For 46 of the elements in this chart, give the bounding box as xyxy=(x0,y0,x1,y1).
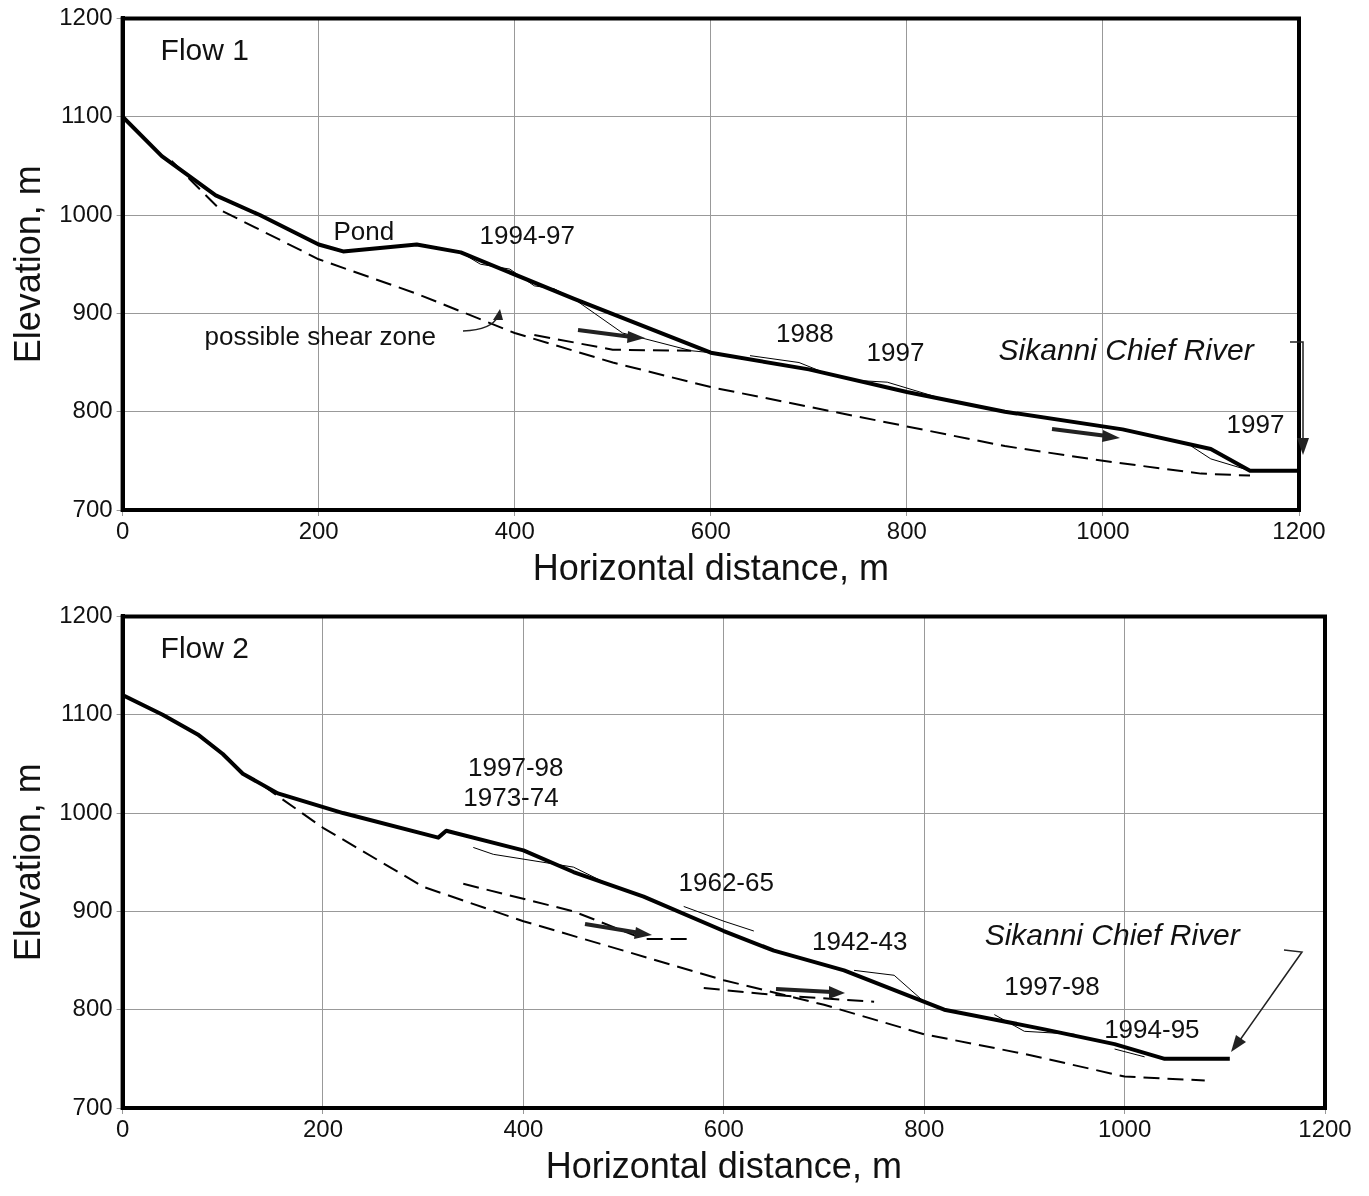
annotation: Sikanni Chief River xyxy=(984,918,1241,952)
annotation: 1973-74 xyxy=(463,782,559,813)
annotation: 1997-98 xyxy=(1004,971,1100,1002)
x-tick-label: 0 xyxy=(115,1115,130,1143)
annotation: possible shear zone xyxy=(204,321,436,352)
y-axis-title: Elevation, m xyxy=(6,165,48,364)
y-tick-label: 1200 xyxy=(59,3,113,31)
x-tick-label: 1000 xyxy=(1076,517,1130,545)
y-tick-label: 1000 xyxy=(59,199,113,227)
y-tick-label: 800 xyxy=(72,994,113,1022)
annotation: 1997-98 xyxy=(468,751,564,782)
annotation: 1997 xyxy=(1226,408,1285,439)
x-tick-label: 1200 xyxy=(1298,1115,1352,1143)
x-tick-label: 1000 xyxy=(1097,1115,1152,1143)
y-tick-label: 1100 xyxy=(60,101,113,129)
x-tick-label: 200 xyxy=(302,1115,344,1143)
x-tick-label: 600 xyxy=(703,1115,744,1143)
y-tick-label: 800 xyxy=(72,396,113,424)
y-axis-title: Elevation, m xyxy=(6,763,48,962)
annotation: Sikanni Chief River xyxy=(998,333,1255,367)
annotation: 1942-43 xyxy=(811,925,908,956)
x-tick-label: 1200 xyxy=(1272,517,1326,545)
y-tick-label: 1000 xyxy=(59,797,113,825)
text: Flow 2 xyxy=(160,630,249,664)
x-tick-label: 800 xyxy=(886,517,927,545)
x-axis-title: Horizontal distance, m xyxy=(532,547,889,589)
x-tick-label: 0 xyxy=(115,517,130,545)
annotation: 1994-95 xyxy=(1104,1014,1200,1045)
y-tick-label: 1100 xyxy=(60,699,113,727)
y-tick-label: 700 xyxy=(72,494,113,522)
annotation: 1988 xyxy=(775,318,834,349)
y-tick-label: 900 xyxy=(72,297,113,325)
annotation: 1997 xyxy=(866,336,925,367)
annotation: Pond xyxy=(333,215,395,246)
y-tick-label: 900 xyxy=(72,895,113,923)
x-tick-label: 800 xyxy=(904,1115,945,1143)
x-tick-label: 200 xyxy=(298,517,339,545)
x-tick-label: 600 xyxy=(690,517,731,545)
x-axis-title: Horizontal distance, m xyxy=(545,1145,902,1187)
text: Flow 1 xyxy=(160,32,249,66)
y-tick-label: 700 xyxy=(72,1092,113,1120)
x-tick-label: 400 xyxy=(494,517,535,545)
annotation: 1994-97 xyxy=(479,219,575,250)
y-tick-label: 1200 xyxy=(59,601,113,629)
annotation: 1962-65 xyxy=(678,867,774,897)
x-tick-label: 400 xyxy=(503,1115,544,1143)
